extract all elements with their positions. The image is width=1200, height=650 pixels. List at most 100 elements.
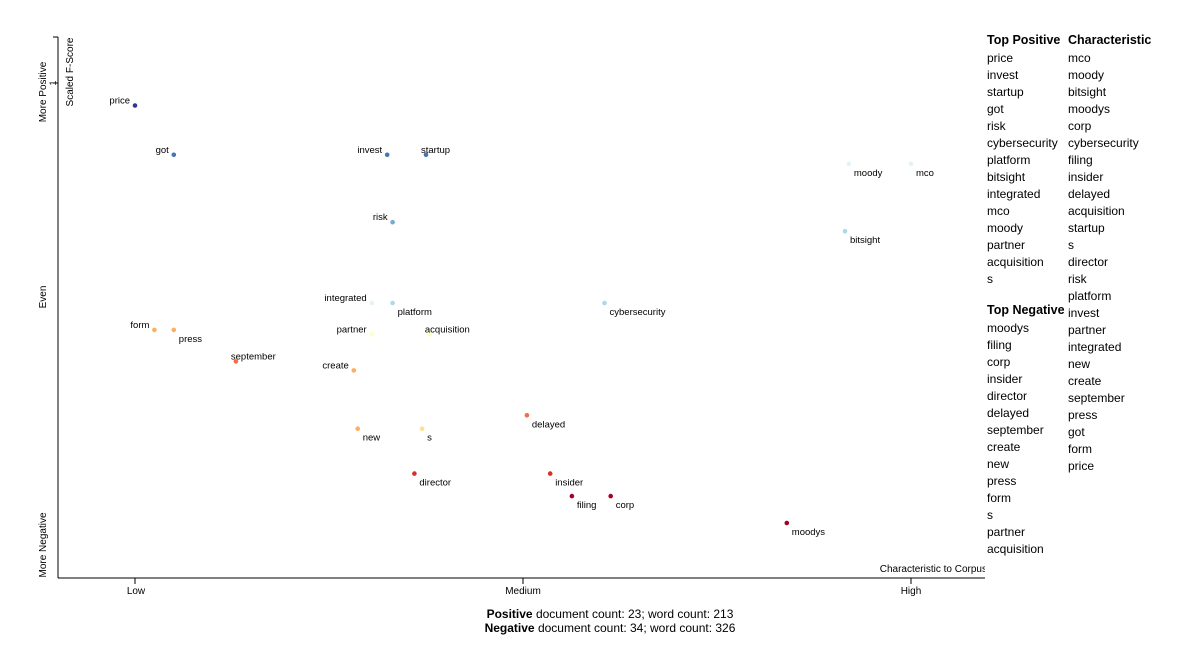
- top-negative-term[interactable]: moodys: [987, 321, 1030, 335]
- point-platform[interactable]: [390, 300, 395, 306]
- point-label-form[interactable]: form: [130, 320, 149, 331]
- point-label-mco[interactable]: mco: [916, 168, 934, 179]
- point-label-delayed[interactable]: delayed: [532, 419, 565, 430]
- characteristic-term[interactable]: form: [1068, 442, 1092, 456]
- point-label-press[interactable]: press: [179, 334, 202, 345]
- top-negative-term[interactable]: partner: [987, 525, 1026, 539]
- top-negative-term[interactable]: september: [987, 423, 1044, 437]
- top-positive-term[interactable]: moody: [987, 221, 1024, 235]
- point-mco[interactable]: [908, 161, 914, 167]
- point-label-september[interactable]: september: [231, 351, 276, 362]
- point-form[interactable]: [152, 327, 157, 333]
- top-negative-term[interactable]: create: [987, 440, 1021, 454]
- top-positive-term[interactable]: mco: [987, 204, 1010, 218]
- characteristic-term[interactable]: price: [1068, 459, 1095, 473]
- top-negative-term[interactable]: insider: [987, 372, 1023, 386]
- characteristic-term[interactable]: bitsight: [1068, 85, 1107, 99]
- characteristic-term[interactable]: corp: [1068, 119, 1092, 133]
- point-partner[interactable]: [369, 332, 375, 337]
- top-positive-term[interactable]: got: [987, 102, 1004, 116]
- characteristic-term[interactable]: got: [1068, 425, 1085, 439]
- characteristic-term[interactable]: new: [1068, 357, 1091, 371]
- top-positive-term[interactable]: integrated: [987, 187, 1041, 201]
- point-label-partner[interactable]: partner: [337, 324, 367, 335]
- point-label-insider[interactable]: insider: [555, 478, 583, 489]
- point-label-startup[interactable]: startup: [421, 145, 450, 156]
- point-create[interactable]: [351, 368, 357, 373]
- point-new[interactable]: [355, 426, 361, 432]
- top-positive-term[interactable]: risk: [987, 119, 1006, 133]
- point-label-new[interactable]: new: [363, 433, 381, 444]
- point-moody[interactable]: [846, 161, 852, 167]
- top-positive-term[interactable]: partner: [987, 238, 1026, 252]
- point-label-invest[interactable]: invest: [357, 145, 382, 156]
- top-negative-term[interactable]: corp: [987, 355, 1011, 369]
- top-negative-term[interactable]: form: [987, 491, 1011, 505]
- top-negative-term[interactable]: acquisition: [987, 542, 1044, 556]
- point-label-moody[interactable]: moody: [854, 168, 883, 179]
- characteristic-term[interactable]: integrated: [1068, 340, 1122, 354]
- point-label-filing[interactable]: filing: [577, 500, 597, 511]
- characteristic-term[interactable]: cybersecurity: [1068, 136, 1139, 150]
- characteristic-term[interactable]: invest: [1068, 306, 1100, 320]
- point-corp[interactable]: [608, 493, 613, 499]
- point-press[interactable]: [171, 327, 177, 333]
- top-negative-term[interactable]: delayed: [987, 406, 1030, 420]
- point-label-bitsight[interactable]: bitsight: [850, 235, 880, 246]
- point-cybersecurity[interactable]: [602, 300, 607, 306]
- point-moodys[interactable]: [784, 520, 790, 526]
- point-insider[interactable]: [547, 471, 553, 476]
- characteristic-term[interactable]: s: [1068, 238, 1074, 252]
- point-label-got[interactable]: got: [156, 145, 170, 156]
- point-director[interactable]: [412, 471, 417, 476]
- characteristic-term[interactable]: platform: [1068, 289, 1112, 303]
- point-risk[interactable]: [390, 219, 395, 225]
- point-label-s[interactable]: s: [427, 433, 432, 444]
- point-integrated[interactable]: [369, 300, 375, 306]
- top-positive-term[interactable]: bitsight: [987, 170, 1026, 184]
- point-s[interactable]: [419, 426, 425, 432]
- characteristic-term[interactable]: mco: [1068, 51, 1091, 65]
- point-bitsight[interactable]: [842, 228, 848, 234]
- point-september[interactable]: [233, 359, 239, 364]
- characteristic-term[interactable]: insider: [1068, 170, 1104, 184]
- point-filing[interactable]: [569, 493, 575, 499]
- top-negative-term[interactable]: director: [987, 389, 1028, 403]
- characteristic-term[interactable]: startup: [1068, 221, 1105, 235]
- characteristic-term[interactable]: director: [1068, 255, 1109, 269]
- top-negative-term[interactable]: s: [987, 508, 993, 522]
- point-delayed[interactable]: [524, 413, 530, 418]
- point-invest[interactable]: [384, 152, 390, 158]
- top-positive-term[interactable]: invest: [987, 68, 1019, 82]
- point-label-integrated[interactable]: integrated: [324, 293, 366, 304]
- characteristic-term[interactable]: moodys: [1068, 102, 1111, 116]
- point-label-moodys[interactable]: moodys: [792, 527, 826, 538]
- characteristic-term[interactable]: september: [1068, 391, 1125, 405]
- point-label-price[interactable]: price: [109, 96, 130, 107]
- top-negative-term[interactable]: new: [987, 457, 1010, 471]
- characteristic-term[interactable]: partner: [1068, 323, 1107, 337]
- characteristic-term[interactable]: press: [1068, 408, 1098, 422]
- top-negative-term[interactable]: filing: [987, 338, 1012, 352]
- point-label-risk[interactable]: risk: [373, 212, 388, 223]
- characteristic-term[interactable]: moody: [1068, 68, 1105, 82]
- point-label-acquisition[interactable]: acquisition: [425, 324, 470, 335]
- top-positive-term[interactable]: startup: [987, 85, 1024, 99]
- characteristic-term[interactable]: risk: [1068, 272, 1087, 286]
- point-acquisition[interactable]: [427, 332, 433, 337]
- top-positive-term[interactable]: s: [987, 272, 993, 286]
- point-label-director[interactable]: director: [419, 478, 451, 489]
- characteristic-term[interactable]: create: [1068, 374, 1102, 388]
- point-label-cybersecurity[interactable]: cybersecurity: [610, 307, 666, 318]
- point-label-corp[interactable]: corp: [616, 500, 634, 511]
- point-price[interactable]: [132, 103, 138, 108]
- point-label-platform[interactable]: platform: [398, 307, 432, 318]
- point-startup[interactable]: [423, 152, 429, 158]
- characteristic-term[interactable]: delayed: [1068, 187, 1111, 201]
- top-positive-term[interactable]: cybersecurity: [987, 136, 1058, 150]
- top-positive-term[interactable]: price: [987, 51, 1014, 65]
- top-positive-term[interactable]: platform: [987, 153, 1031, 167]
- top-negative-term[interactable]: press: [987, 474, 1017, 488]
- point-label-create[interactable]: create: [322, 360, 348, 371]
- top-positive-term[interactable]: acquisition: [987, 255, 1044, 269]
